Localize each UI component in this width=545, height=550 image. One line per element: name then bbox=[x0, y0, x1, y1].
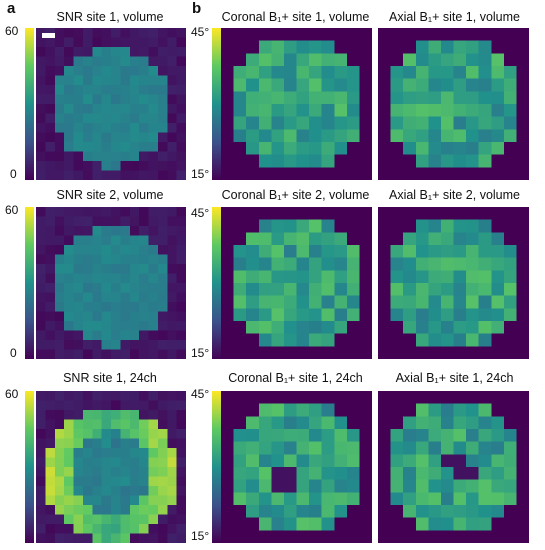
snr-cbar-min-row2: 0 bbox=[10, 346, 17, 360]
coronal-title-row2: Coronal B₁+ site 2, volume bbox=[221, 188, 370, 202]
flip-cbar-min-row3: 15° bbox=[191, 529, 210, 543]
coronal-b1-map-site1-24ch bbox=[221, 391, 372, 543]
snr-map-site1-volume bbox=[36, 28, 186, 180]
snr-cbar-max-row2: 60 bbox=[5, 203, 19, 217]
snr-cbar-min-row1: 0 bbox=[10, 167, 17, 181]
snr-title-row1: SNR site 1, volume bbox=[56, 10, 164, 24]
coronal-b1-map-site1-volume bbox=[221, 28, 372, 180]
axial-title-row3: Axial B₁+ site 1, 24ch bbox=[395, 371, 514, 385]
axial-title-row1: Axial B₁+ site 1, volume bbox=[388, 10, 520, 24]
flip-cbar-max-row3: 45° bbox=[191, 387, 210, 401]
flip-cbar-min-row2: 15° bbox=[191, 346, 210, 360]
coronal-b1-map-site2-volume bbox=[221, 207, 372, 359]
axial-b1-map-site1-24ch bbox=[378, 391, 529, 543]
flip-colorbar-row2 bbox=[212, 207, 221, 359]
axial-title-row2: Axial B₁+ site 2, volume bbox=[388, 188, 520, 202]
snr-cbar-max-row1: 60 bbox=[5, 24, 19, 38]
snr-colorbar-row2 bbox=[25, 207, 34, 359]
coronal-title-row3: Coronal B₁+ site 1, 24ch bbox=[228, 371, 363, 385]
flip-cbar-min-row1: 15° bbox=[191, 167, 210, 181]
snr-title-row3: SNR site 1, 24ch bbox=[63, 371, 157, 385]
flip-colorbar-row3 bbox=[212, 391, 221, 543]
flip-cbar-max-row1: 45° bbox=[191, 25, 210, 39]
snr-map-site1-24ch bbox=[36, 391, 186, 543]
snr-title-row2: SNR site 2, volume bbox=[56, 188, 164, 202]
flip-cbar-max-row2: 45° bbox=[191, 206, 210, 220]
axial-b1-map-site2-volume bbox=[378, 207, 529, 359]
snr-cbar-max-row3: 60 bbox=[5, 387, 19, 401]
panel-label-b: b bbox=[192, 0, 202, 17]
snr-map-site2-volume bbox=[36, 207, 186, 359]
snr-colorbar-row1 bbox=[25, 28, 34, 180]
scale-bar bbox=[42, 33, 55, 38]
panel-label-a: a bbox=[7, 0, 16, 17]
axial-b1-map-site1-volume bbox=[378, 28, 529, 180]
coronal-title-row1: Coronal B₁+ site 1, volume bbox=[221, 10, 370, 24]
snr-colorbar-row3 bbox=[25, 391, 34, 543]
flip-colorbar-row1 bbox=[212, 28, 221, 180]
